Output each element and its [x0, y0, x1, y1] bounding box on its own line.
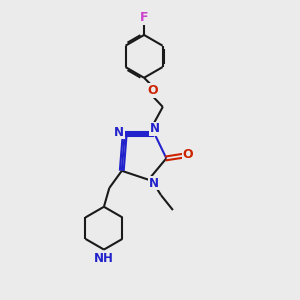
Text: N: N: [114, 126, 124, 139]
Text: NH: NH: [94, 252, 114, 265]
Text: O: O: [147, 84, 158, 97]
Text: N: N: [149, 177, 159, 190]
Text: N: N: [150, 122, 160, 135]
Text: F: F: [140, 11, 148, 24]
Text: O: O: [182, 148, 193, 161]
